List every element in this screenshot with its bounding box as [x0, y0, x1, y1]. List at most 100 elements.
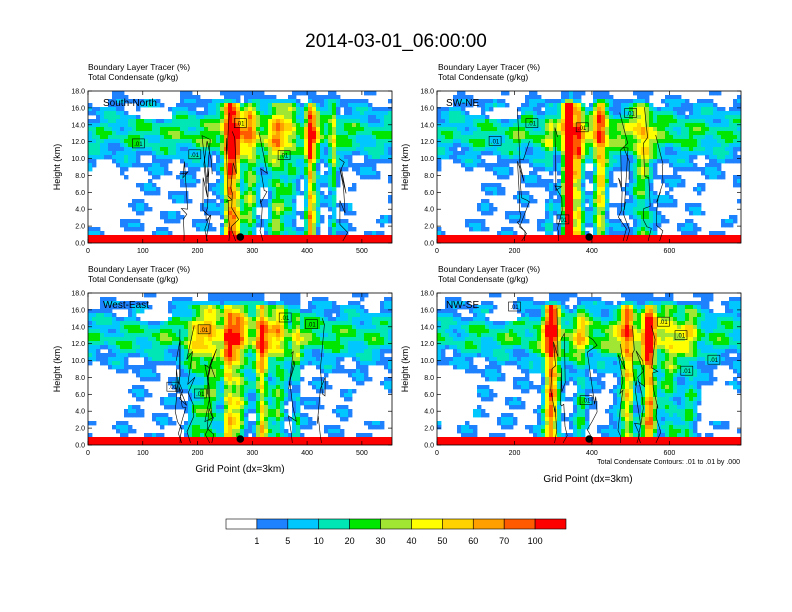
heatmap-cell	[697, 139, 702, 144]
heatmap-cell	[204, 345, 209, 350]
heatmap-cell	[204, 421, 209, 426]
heatmap-cell	[164, 337, 169, 342]
heatmap-cell	[437, 147, 442, 152]
heatmap-cell	[477, 135, 482, 140]
heatmap-cell	[593, 135, 598, 140]
heatmap-cell	[136, 365, 141, 370]
heatmap-cell	[184, 349, 189, 354]
heatmap-cell	[609, 115, 614, 120]
heatmap-cell	[368, 119, 373, 124]
heatmap-cell	[200, 321, 205, 326]
heatmap-cell	[485, 183, 490, 188]
heatmap-cell	[144, 131, 149, 136]
heatmap-cell	[709, 171, 714, 176]
heatmap-cell	[188, 131, 193, 136]
heatmap-cell	[709, 115, 714, 120]
heatmap-cell	[681, 235, 686, 240]
heatmap-cell	[737, 131, 741, 136]
heatmap-cell	[216, 203, 221, 208]
heatmap-cell	[124, 413, 129, 418]
heatmap-cell	[529, 111, 534, 116]
heatmap-cell	[228, 103, 233, 108]
heatmap-cell	[521, 151, 526, 156]
heatmap-cell	[493, 147, 498, 152]
heatmap-cell	[681, 103, 686, 108]
heatmap-cell	[196, 437, 201, 442]
heatmap-cell	[665, 175, 670, 180]
heatmap-cell	[148, 293, 153, 298]
heatmap-cell	[180, 179, 185, 184]
heatmap-cell	[332, 123, 337, 128]
heatmap-cell	[196, 219, 201, 224]
heatmap-cell	[477, 147, 482, 152]
heatmap-cell	[92, 143, 97, 148]
heatmap-cell	[725, 139, 730, 144]
heatmap-cell	[557, 199, 562, 204]
heatmap-cell	[473, 119, 478, 124]
heatmap-cell	[621, 119, 626, 124]
heatmap-cell	[569, 123, 574, 128]
heatmap-cell	[505, 131, 510, 136]
heatmap-cell	[697, 211, 702, 216]
heatmap-cell	[240, 127, 245, 132]
heatmap-cell	[645, 179, 650, 184]
heatmap-cell	[168, 301, 173, 306]
heatmap-cell	[92, 437, 97, 442]
heatmap-cell	[100, 111, 105, 116]
heatmap-cell	[132, 409, 137, 414]
heatmap-cell	[224, 167, 229, 172]
heatmap-cell	[280, 239, 285, 243]
heatmap-cell	[617, 231, 622, 236]
heatmap-cell	[172, 107, 177, 112]
heatmap-cell	[457, 127, 462, 132]
heatmap-cell	[268, 167, 273, 172]
heatmap-cell	[360, 111, 365, 116]
heatmap-cell	[176, 215, 181, 220]
heatmap-cell	[625, 151, 630, 156]
heatmap-cell	[160, 401, 165, 406]
heatmap-cell	[617, 111, 622, 116]
heatmap-cell	[605, 163, 610, 168]
heatmap-cell	[701, 107, 706, 112]
heatmap-cell	[284, 167, 289, 172]
heatmap-cell	[148, 187, 153, 192]
heatmap-cell	[112, 361, 117, 366]
heatmap-cell	[108, 361, 113, 366]
heatmap-cell	[677, 127, 682, 132]
heatmap-cell	[212, 235, 217, 240]
heatmap-cell	[573, 119, 578, 124]
heatmap-cell	[489, 139, 494, 144]
heatmap-cell	[649, 211, 654, 216]
heatmap-cell	[569, 99, 574, 104]
heatmap-cell	[348, 163, 353, 168]
heatmap-cell	[188, 413, 193, 418]
heatmap-cell	[356, 107, 361, 112]
heatmap-cell	[188, 373, 193, 378]
heatmap-cell	[216, 163, 221, 168]
heatmap-cell	[569, 183, 574, 188]
y-tick-label: 10.0	[420, 156, 434, 163]
heatmap-cell	[513, 159, 518, 164]
heatmap-cell	[152, 127, 157, 132]
heatmap-cell	[128, 147, 133, 152]
heatmap-cell	[665, 115, 670, 120]
heatmap-cell	[517, 211, 522, 216]
heatmap-cell	[200, 203, 205, 208]
heatmap-cell	[204, 239, 209, 243]
heatmap-cell	[597, 119, 602, 124]
heatmap-cell	[180, 99, 185, 104]
heatmap-cell	[348, 143, 353, 148]
heatmap-cell	[124, 365, 129, 370]
heatmap-cell	[364, 119, 369, 124]
plot-frame	[87, 90, 393, 244]
heatmap-cell	[180, 329, 185, 334]
heatmap-cell	[669, 235, 674, 240]
heatmap-cell	[132, 151, 137, 156]
heatmap-cell	[88, 235, 93, 240]
heatmap-cell	[196, 425, 201, 430]
heatmap-cell	[689, 163, 694, 168]
heatmap-cell	[128, 203, 133, 208]
heatmap-cell	[529, 199, 534, 204]
heatmap-cell	[128, 345, 133, 350]
heatmap-cell	[569, 175, 574, 180]
